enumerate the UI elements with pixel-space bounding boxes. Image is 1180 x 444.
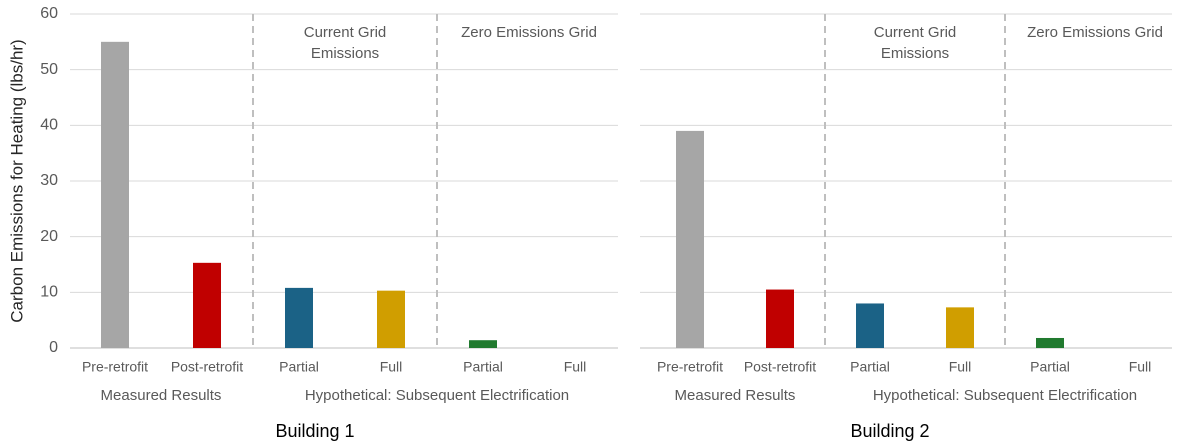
subgroup-label: Zero Emissions Grid	[1027, 24, 1163, 41]
bar	[377, 290, 405, 348]
bar	[1036, 337, 1064, 348]
x-tick-label: Pre-retrofit	[82, 359, 148, 375]
bar	[469, 340, 497, 348]
subgroup-label: Current Grid Emissions	[303, 24, 387, 62]
bar	[946, 307, 974, 348]
y-tick-label: 0	[49, 339, 58, 356]
panel-title: Building 2	[850, 421, 929, 441]
x-tick-label: Full	[380, 359, 403, 375]
y-tick-label: 40	[40, 117, 58, 134]
bar	[101, 41, 129, 348]
y-tick-label: 20	[40, 228, 58, 245]
y-tick-label: 60	[40, 5, 58, 22]
group-label: Hypothetical: Subsequent Electrification	[305, 387, 569, 404]
y-axis-title: Carbon Emissions for Heating (lbs/hr)	[7, 39, 26, 322]
y-tick-label: 50	[40, 61, 58, 78]
panel-title: Building 1	[275, 421, 354, 441]
x-tick-label: Full	[1129, 359, 1152, 375]
bar	[766, 289, 794, 348]
x-tick-label: Post-retrofit	[744, 359, 816, 375]
bar	[856, 303, 884, 348]
x-tick-label: Full	[949, 359, 972, 375]
bar	[676, 130, 704, 348]
bar	[193, 262, 221, 348]
x-tick-label: Full	[564, 359, 587, 375]
group-label: Measured Results	[101, 387, 222, 404]
x-tick-label: Pre-retrofit	[657, 359, 723, 375]
x-tick-label: Partial	[850, 359, 890, 375]
y-tick-label: 10	[40, 284, 58, 301]
y-tick-label: 30	[40, 172, 58, 189]
x-tick-label: Partial	[279, 359, 319, 375]
group-label: Measured Results	[675, 387, 796, 404]
x-tick-label: Post-retrofit	[171, 359, 243, 375]
x-tick-label: Partial	[1030, 359, 1070, 375]
subgroup-label: Zero Emissions Grid	[461, 24, 597, 41]
subgroup-label: Current Grid Emissions	[873, 24, 957, 62]
bar	[285, 287, 313, 348]
x-tick-label: Partial	[463, 359, 503, 375]
group-label: Hypothetical: Subsequent Electrification	[873, 387, 1137, 404]
